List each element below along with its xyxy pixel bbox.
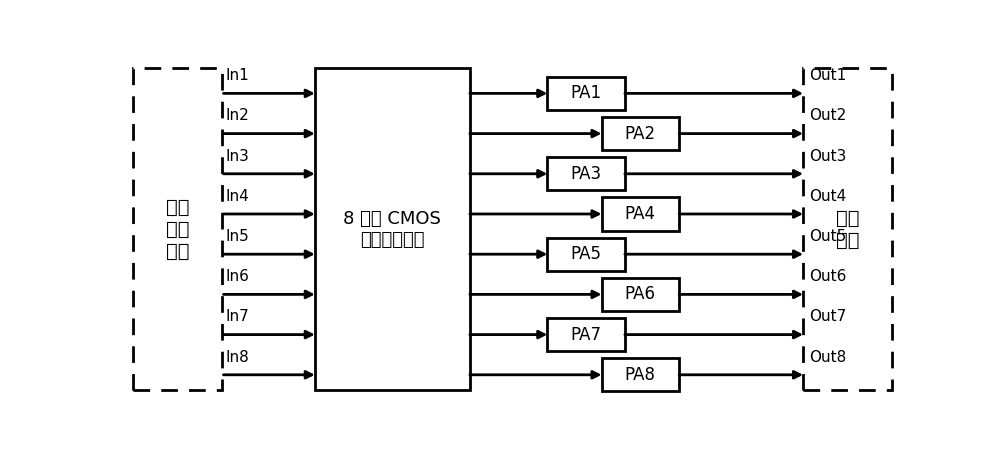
- Text: PA4: PA4: [625, 205, 656, 223]
- Text: Out3: Out3: [809, 148, 847, 163]
- Text: In3: In3: [226, 148, 250, 163]
- Text: In6: In6: [226, 269, 250, 284]
- Text: In5: In5: [226, 229, 250, 244]
- Text: In8: In8: [226, 350, 250, 365]
- Text: Out8: Out8: [809, 350, 847, 365]
- Bar: [547, 237, 625, 271]
- Text: In7: In7: [226, 310, 250, 325]
- Text: In4: In4: [226, 189, 250, 204]
- Text: Out2: Out2: [809, 109, 847, 123]
- Text: PA5: PA5: [571, 245, 602, 263]
- Text: PA3: PA3: [571, 165, 602, 183]
- Text: PA7: PA7: [571, 326, 602, 344]
- Bar: [133, 69, 222, 390]
- Text: PA1: PA1: [571, 84, 602, 103]
- Bar: [547, 77, 625, 110]
- Text: In2: In2: [226, 109, 250, 123]
- Text: Out6: Out6: [809, 269, 847, 284]
- Bar: [547, 157, 625, 190]
- Bar: [602, 278, 679, 311]
- Text: Out1: Out1: [809, 68, 847, 83]
- Text: 天线
阵面: 天线 阵面: [836, 209, 859, 250]
- Text: PA8: PA8: [625, 366, 656, 384]
- Bar: [602, 358, 679, 391]
- Text: PA2: PA2: [625, 124, 656, 143]
- Text: 波束
形成
网络: 波束 形成 网络: [166, 198, 189, 261]
- Bar: [547, 318, 625, 351]
- Bar: [602, 197, 679, 231]
- Bar: [315, 69, 470, 390]
- Text: Out7: Out7: [809, 310, 847, 325]
- Text: Out5: Out5: [809, 229, 847, 244]
- Text: 8 通道 CMOS
工艺集成芯片: 8 通道 CMOS 工艺集成芯片: [343, 210, 441, 249]
- Text: In1: In1: [226, 68, 250, 83]
- Bar: [602, 117, 679, 150]
- Bar: [803, 69, 892, 390]
- Text: Out4: Out4: [809, 189, 847, 204]
- Text: PA6: PA6: [625, 286, 656, 303]
